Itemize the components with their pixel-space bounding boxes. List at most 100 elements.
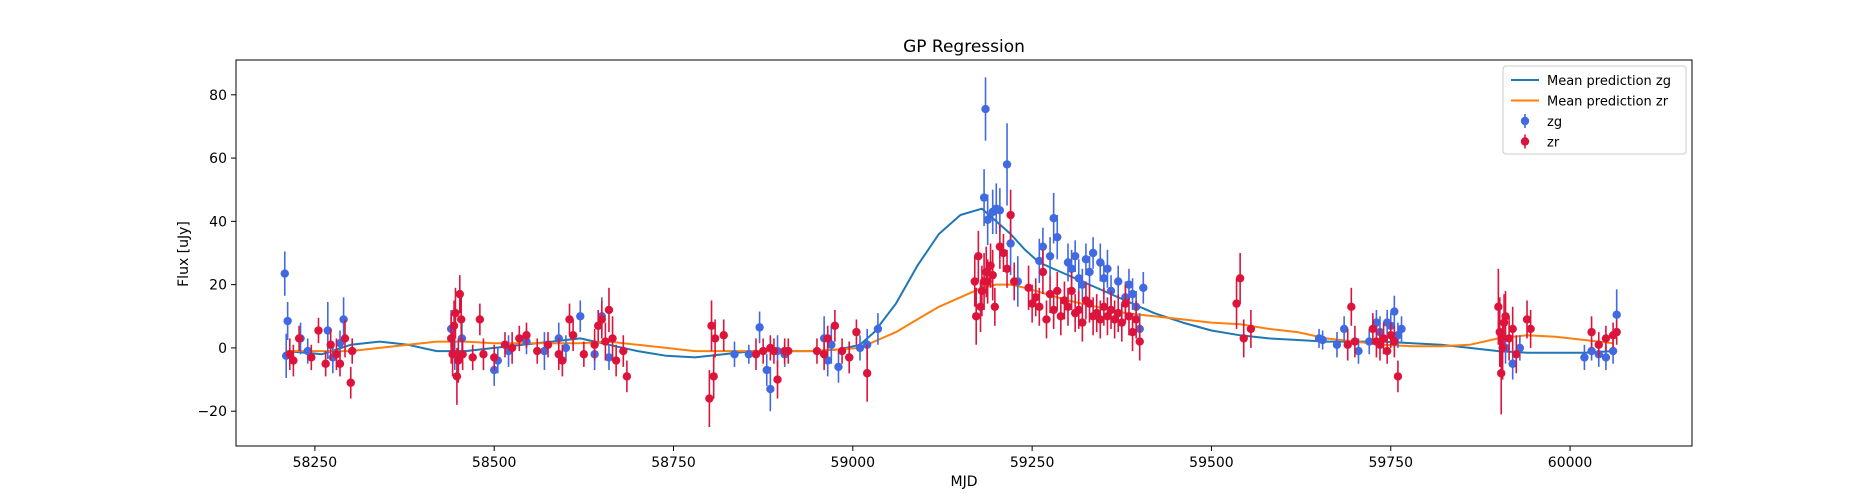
data-point-zr [1587,316,1596,348]
data-point-zg [1085,256,1094,288]
data-point-zg [1365,328,1374,355]
marker [515,334,524,343]
mean-prediction-line-zg [286,207,1614,359]
marker [719,331,728,340]
marker [622,372,632,381]
marker [347,346,357,356]
data-point-zr [1601,325,1611,352]
data-point-zr [1002,249,1012,288]
marker [1002,160,1012,169]
marker [1067,264,1076,274]
data-point-zg [855,335,865,361]
marker [1612,327,1621,337]
marker [1372,318,1381,327]
data-point-zr [862,344,872,402]
marker [454,356,463,365]
marker [1053,232,1062,242]
data-point-zr [285,338,294,371]
data-point-zg [1078,268,1087,301]
marker [568,331,578,340]
data-point-zr [970,256,979,307]
marker [307,353,316,362]
marker [1010,277,1019,286]
marker [1508,359,1517,368]
marker [1382,346,1392,356]
data-point-zr [479,338,488,371]
marker [1106,305,1116,315]
data-point-zr [769,338,779,364]
x-tick-label: 60000 [1548,455,1593,471]
data-point-zg [540,332,549,371]
data-point-zr [289,344,298,377]
marker [762,365,771,375]
marker [1038,242,1048,251]
data-point-zr [1350,325,1360,358]
data-point-zr [773,360,782,399]
marker [1063,302,1073,311]
x-axis-label: MJD [951,474,978,490]
data-point-zr [819,338,829,371]
prediction-lines [286,207,1614,359]
marker [1501,312,1510,321]
legend-label: Mean prediction zr [1547,95,1669,110]
data-point-zg [1114,265,1123,298]
legend-label: zr [1547,136,1560,151]
data-point-zr [1038,249,1048,295]
data-point-zr [1390,325,1399,358]
data-point-zg [1103,249,1112,288]
marker [597,315,606,324]
data-point-zr [448,332,457,377]
marker [1006,210,1015,220]
marker [823,356,832,365]
marker [970,277,979,286]
data-point-zg [1339,316,1349,342]
data-point-zr [554,338,563,371]
data-point-zg [981,77,990,141]
data-point-zr [522,322,531,348]
marker [1063,258,1073,267]
mean-prediction-line-zr [286,283,1614,353]
data-point-zg [1139,271,1148,304]
data-point-zr [1131,300,1141,339]
data-point-zr [1006,189,1015,241]
marker [479,350,488,359]
marker [468,353,477,362]
data-point-zr [1512,335,1521,374]
data-point-zr [709,354,718,399]
data-point-zg [827,325,836,364]
marker [1601,334,1611,343]
data-point-zr [1393,360,1403,393]
marker [1078,318,1087,327]
data-point-zr [340,319,350,358]
data-point-zr [1508,306,1517,352]
y-tick-label: 40 [209,214,227,230]
marker [490,353,499,362]
data-point-zr [619,335,628,367]
marker [862,369,872,378]
marker [590,340,599,349]
marker [579,350,589,359]
marker [1393,372,1403,381]
marker [1350,337,1360,346]
data-point-zr [314,317,323,344]
marker [705,394,714,403]
marker [1131,315,1141,324]
data-point-zr [1053,271,1062,310]
marker [827,340,836,349]
marker [1318,335,1327,345]
marker [784,346,793,356]
marker [758,346,768,356]
data-point-zr [533,338,542,364]
x-tick-label: 59000 [831,455,876,471]
plot-frame [235,59,1693,447]
data-point-zr [1504,316,1514,361]
marker [1103,312,1112,321]
marker [1053,286,1062,296]
data-point-zr [1056,297,1066,336]
data-point-zr [1078,303,1087,342]
marker [601,337,610,346]
marker [1124,312,1134,321]
data-point-zr [454,338,463,383]
marker [1060,296,1069,305]
data-point-zr [1232,278,1241,329]
